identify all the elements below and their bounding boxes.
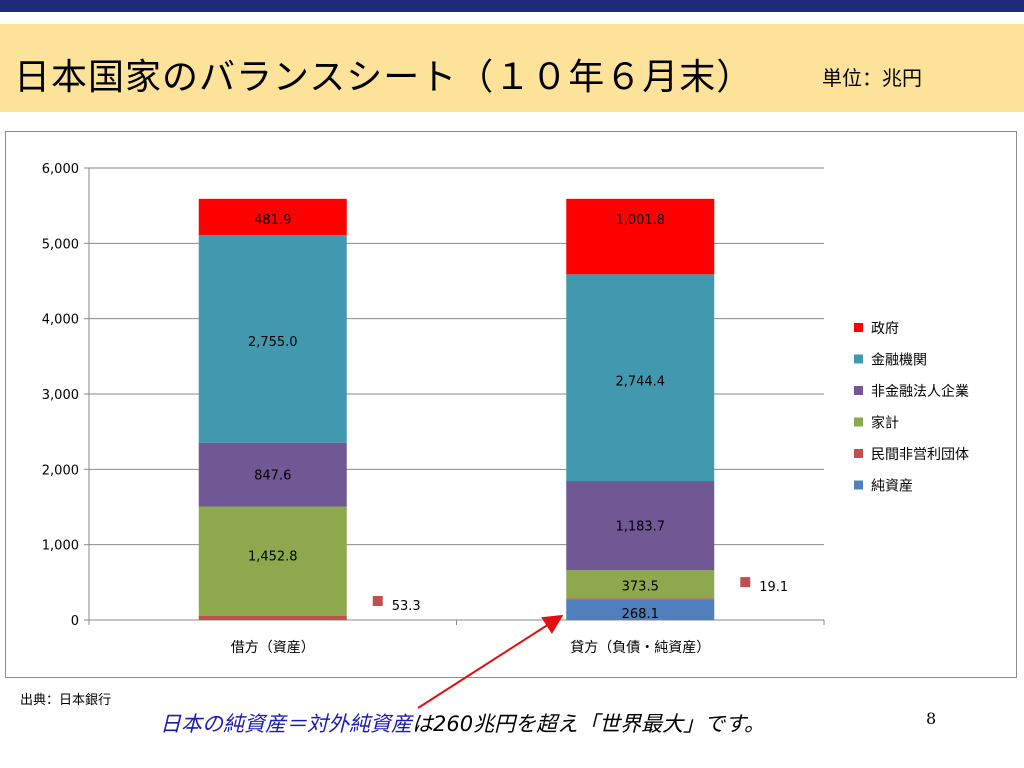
top-accent-bar	[0, 0, 1024, 12]
data-marker	[372, 595, 383, 606]
y-tick-label: 4,000	[42, 313, 79, 328]
caption: 日本の純資産＝対外純資産は260兆円を超え「世界最大」です。	[160, 708, 765, 738]
bar-segment	[198, 235, 347, 443]
data-label: 1,452.8	[248, 549, 298, 564]
y-tick-label: 0	[71, 614, 79, 629]
title-banner	[0, 24, 1024, 112]
legend-label: 金融機関	[871, 353, 927, 369]
bar-segment	[566, 481, 715, 571]
legend-label: 非金融法人企業	[871, 383, 969, 400]
source-note: 出典：日本銀行	[20, 693, 112, 708]
legend-label: 純資産	[871, 479, 913, 495]
data-label: 1,183.7	[615, 520, 665, 535]
y-tick-label: 6,000	[42, 162, 79, 177]
top-accent-gap	[0, 12, 1024, 18]
stacked-bar-chart: 0 1,000 2,000 3,000 4,000 5,000 6,000 53.3 1,452…	[42, 162, 969, 656]
y-tick-label: 2,000	[42, 463, 79, 478]
bar-segment	[566, 570, 715, 599]
unit-label: 単位：兆円	[822, 66, 922, 90]
data-label: 2,744.4	[615, 374, 665, 389]
bar-segment	[566, 599, 715, 620]
caption-rest: は260兆円を超え「世界最大」です。	[412, 712, 765, 736]
legend-swatch	[854, 323, 863, 332]
bar-segment	[566, 198, 715, 275]
data-label: 19.1	[759, 580, 788, 595]
chart-frame: 0 1,000 2,000 3,000 4,000 5,000 6,000 53.3 1,452…	[5, 131, 1017, 678]
legend-swatch	[854, 354, 863, 364]
bar-segment	[566, 274, 715, 482]
legend-swatch	[854, 417, 863, 427]
legend-swatch	[854, 386, 863, 395]
x-category-label: 借方（資産）	[231, 640, 315, 656]
slide-title: 日本国家のバランスシート（１０年６月末）	[14, 57, 754, 98]
y-tick-label: 5,000	[42, 237, 79, 252]
legend-label: 家計	[871, 415, 899, 432]
bar-segment	[198, 615, 347, 620]
legend-swatch	[854, 449, 863, 458]
data-marker	[740, 577, 751, 588]
legend-swatch	[854, 480, 863, 490]
data-label: 373.5	[622, 579, 659, 594]
x-category-label: 貸方（負債・純資産）	[570, 640, 710, 656]
data-label: 2,755.0	[248, 335, 298, 350]
y-tick-label: 3,000	[42, 388, 79, 403]
legend-label: 民間非営利団体	[871, 447, 969, 463]
data-label: 481.9	[254, 213, 291, 228]
page-number: 8	[926, 709, 937, 728]
data-label: 268.1	[622, 607, 659, 622]
bar-segment	[198, 506, 347, 616]
legend-label: 政府	[871, 321, 899, 337]
bar-segment	[566, 598, 715, 600]
bar-segment	[198, 198, 347, 236]
y-tick-label: 1,000	[42, 539, 79, 554]
caption-highlight: 日本の純資産＝対外純資産	[160, 712, 412, 736]
data-label: 53.3	[392, 599, 421, 614]
data-label: 1,001.8	[615, 213, 665, 228]
bar-segment	[198, 442, 347, 507]
data-label: 847.6	[254, 469, 291, 484]
